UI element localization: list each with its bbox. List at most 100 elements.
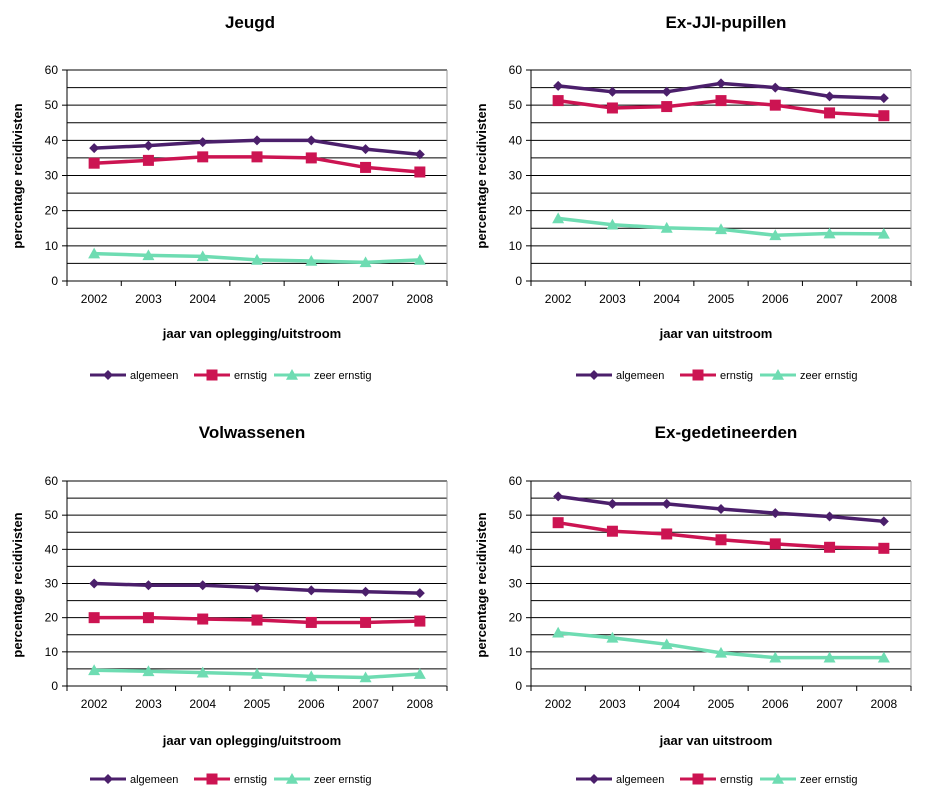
y-tick-label: 0	[51, 679, 58, 693]
plot-area: 0 10 20 30 40 50 60 2002 2003 2004 2005 2006 2007 200…	[509, 63, 912, 306]
legend-marker-zeer-ernstig	[286, 369, 298, 380]
plot-area: 0 10 20 30 40 50 60 2002 2003 2004 2005 2006 2007 200…	[45, 474, 448, 711]
data-point-ernstig	[769, 99, 781, 111]
legend-label-ernstig: ernstig	[720, 774, 753, 786]
y-tick-label: 30	[509, 169, 523, 183]
data-point-ernstig	[360, 161, 372, 173]
data-point-zeer-ernstig	[823, 227, 836, 239]
data-point-algemeen	[89, 143, 100, 154]
data-point-ernstig	[824, 107, 836, 119]
y-tick-label: 60	[45, 63, 59, 77]
data-point-algemeen	[89, 578, 100, 589]
plot-area: 0 10 20 30 40 50 60 2002 2003 2004 2005 2006 2007 200…	[509, 474, 912, 711]
data-point-algemeen	[661, 498, 672, 509]
data-point-zeer-ernstig	[823, 651, 836, 663]
data-point-ernstig	[878, 110, 890, 122]
data-point-algemeen	[607, 86, 618, 97]
data-point-ernstig	[360, 616, 372, 628]
legend-label-ernstig: ernstig	[720, 370, 753, 382]
data-point-algemeen	[878, 93, 889, 104]
chart-volwassenen: Volwassenen percentage recidivisten jaar…	[10, 423, 448, 786]
data-point-ernstig	[824, 541, 836, 553]
legend-marker-ernstig	[206, 773, 218, 785]
data-point-algemeen	[143, 140, 154, 151]
data-point-algemeen	[197, 580, 208, 591]
x-tick-label: 2006	[762, 292, 789, 306]
data-point-algemeen	[661, 86, 672, 97]
data-point-ernstig	[142, 154, 154, 166]
chart-title: Ex-JJI-pupillen	[666, 13, 787, 32]
legend-marker-algemeen	[103, 774, 113, 784]
y-axis-label: percentage recidivisten	[10, 512, 25, 657]
x-tick-label: 2008	[871, 697, 898, 711]
x-tick-label: 2008	[407, 697, 434, 711]
x-tick-label: 2006	[298, 697, 325, 711]
data-point-ernstig	[661, 101, 673, 113]
legend-marker-algemeen	[103, 370, 113, 380]
data-point-zeer-ernstig	[305, 254, 318, 266]
data-point-algemeen	[607, 498, 618, 509]
x-tick-label: 2004	[653, 697, 680, 711]
data-point-algemeen	[553, 491, 564, 502]
legend-marker-ernstig	[206, 369, 218, 381]
x-tick-label: 2007	[352, 292, 379, 306]
data-point-zeer-ernstig	[769, 651, 782, 663]
data-point-ernstig	[552, 517, 564, 529]
data-point-ernstig	[197, 613, 209, 625]
y-tick-label: 60	[45, 474, 59, 488]
data-point-ernstig	[414, 166, 426, 178]
y-tick-label: 10	[509, 645, 523, 659]
chart-ex-gedetineerden: Ex-gedetineerden percentage recidivisten…	[474, 423, 912, 786]
data-point-algemeen	[360, 586, 371, 597]
data-point-ernstig	[878, 542, 890, 554]
y-tick-label: 60	[509, 474, 523, 488]
chart-ex-jji-pupillen: Ex-JJI-pupillen percentage recidivisten …	[474, 13, 912, 382]
data-point-algemeen	[252, 135, 262, 146]
y-tick-label: 10	[45, 645, 59, 659]
y-tick-label: 20	[45, 204, 59, 218]
x-axis-label: jaar van oplegging/uitstroom	[162, 733, 341, 748]
x-tick-label: 2006	[762, 697, 789, 711]
data-point-ernstig	[606, 102, 618, 114]
legend: algemeen ernstig zeer ernstig	[90, 369, 371, 382]
data-point-zeer-ernstig	[606, 631, 619, 643]
legend-label-zeer-ernstig: zeer ernstig	[800, 370, 857, 382]
y-tick-label: 20	[509, 204, 523, 218]
x-tick-label: 2005	[244, 697, 271, 711]
legend: algemeen ernstig zeer ernstig	[576, 773, 857, 786]
x-tick-label: 2008	[407, 292, 434, 306]
y-axis-label: percentage recidivisten	[10, 103, 25, 248]
legend-marker-zeer-ernstig	[772, 773, 784, 784]
chart-jeugd: Jeugd percentage recidivisten jaar van o…	[10, 13, 448, 382]
x-tick-label: 2004	[189, 697, 216, 711]
data-point-ernstig	[251, 151, 263, 163]
data-point-zeer-ernstig	[552, 212, 565, 224]
data-point-ernstig	[305, 152, 317, 164]
legend-label-algemeen: algemeen	[616, 774, 664, 786]
data-point-zeer-ernstig	[251, 668, 263, 679]
legend-label-algemeen: algemeen	[616, 370, 664, 382]
data-point-algemeen	[824, 511, 835, 522]
legend-label-algemeen: algemeen	[130, 370, 178, 382]
data-point-ernstig	[305, 616, 317, 628]
legend: algemeen ernstig zeer ernstig	[90, 773, 371, 786]
x-tick-label: 2002	[81, 292, 108, 306]
data-point-zeer-ernstig	[196, 666, 209, 678]
data-point-ernstig	[715, 95, 727, 107]
x-tick-label: 2007	[816, 697, 843, 711]
y-tick-label: 30	[509, 577, 523, 591]
legend-label-algemeen: algemeen	[130, 774, 178, 786]
data-point-ernstig	[142, 612, 154, 624]
data-point-ernstig	[606, 525, 618, 537]
data-point-zeer-ernstig	[88, 247, 101, 259]
legend-marker-ernstig	[692, 773, 704, 785]
legend-marker-ernstig	[692, 369, 704, 381]
data-point-ernstig	[414, 615, 426, 627]
x-tick-label: 2002	[81, 697, 108, 711]
y-tick-label: 40	[509, 542, 523, 556]
data-point-zeer-ernstig	[305, 670, 318, 682]
chart-title: Jeugd	[225, 13, 275, 32]
data-point-zeer-ernstig	[715, 223, 727, 235]
y-tick-label: 0	[515, 274, 522, 288]
x-tick-label: 2003	[599, 292, 626, 306]
